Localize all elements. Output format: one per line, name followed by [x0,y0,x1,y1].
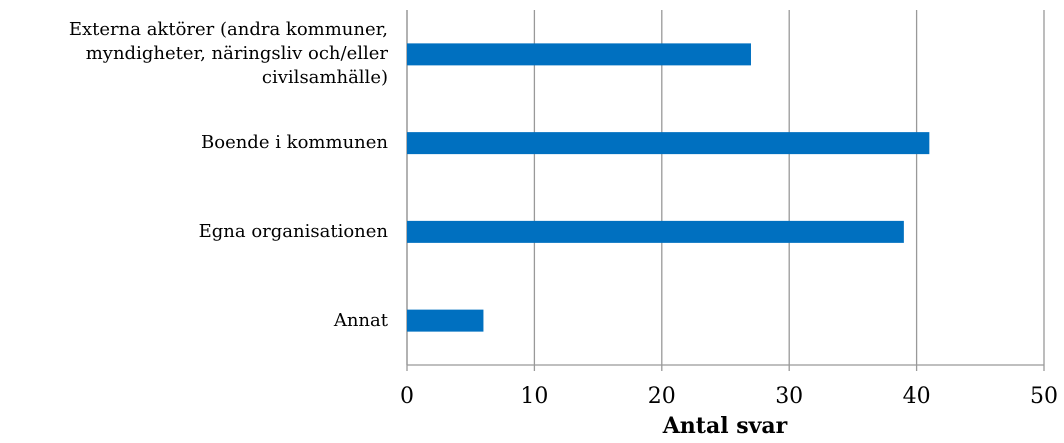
bar [407,309,484,332]
bar [407,220,904,243]
x-axis-label: Antal svar [662,413,788,439]
x-tick-label: 10 [520,384,548,409]
y-tick-label: Annat [333,309,388,331]
y-tick-label: Egna organisationen [198,220,388,242]
y-tick-label: Externa aktörer (andra kommuner, myndigh… [68,19,388,89]
x-tick-label: 30 [775,384,803,409]
bar [407,132,930,155]
y-tick-label: Boende i kommunen [201,132,388,154]
x-tick-label: 20 [648,384,676,409]
x-tick-label: 50 [1030,384,1058,409]
x-tick-label: 0 [400,384,414,409]
bar [407,43,751,66]
x-tick-label: 40 [903,384,931,409]
